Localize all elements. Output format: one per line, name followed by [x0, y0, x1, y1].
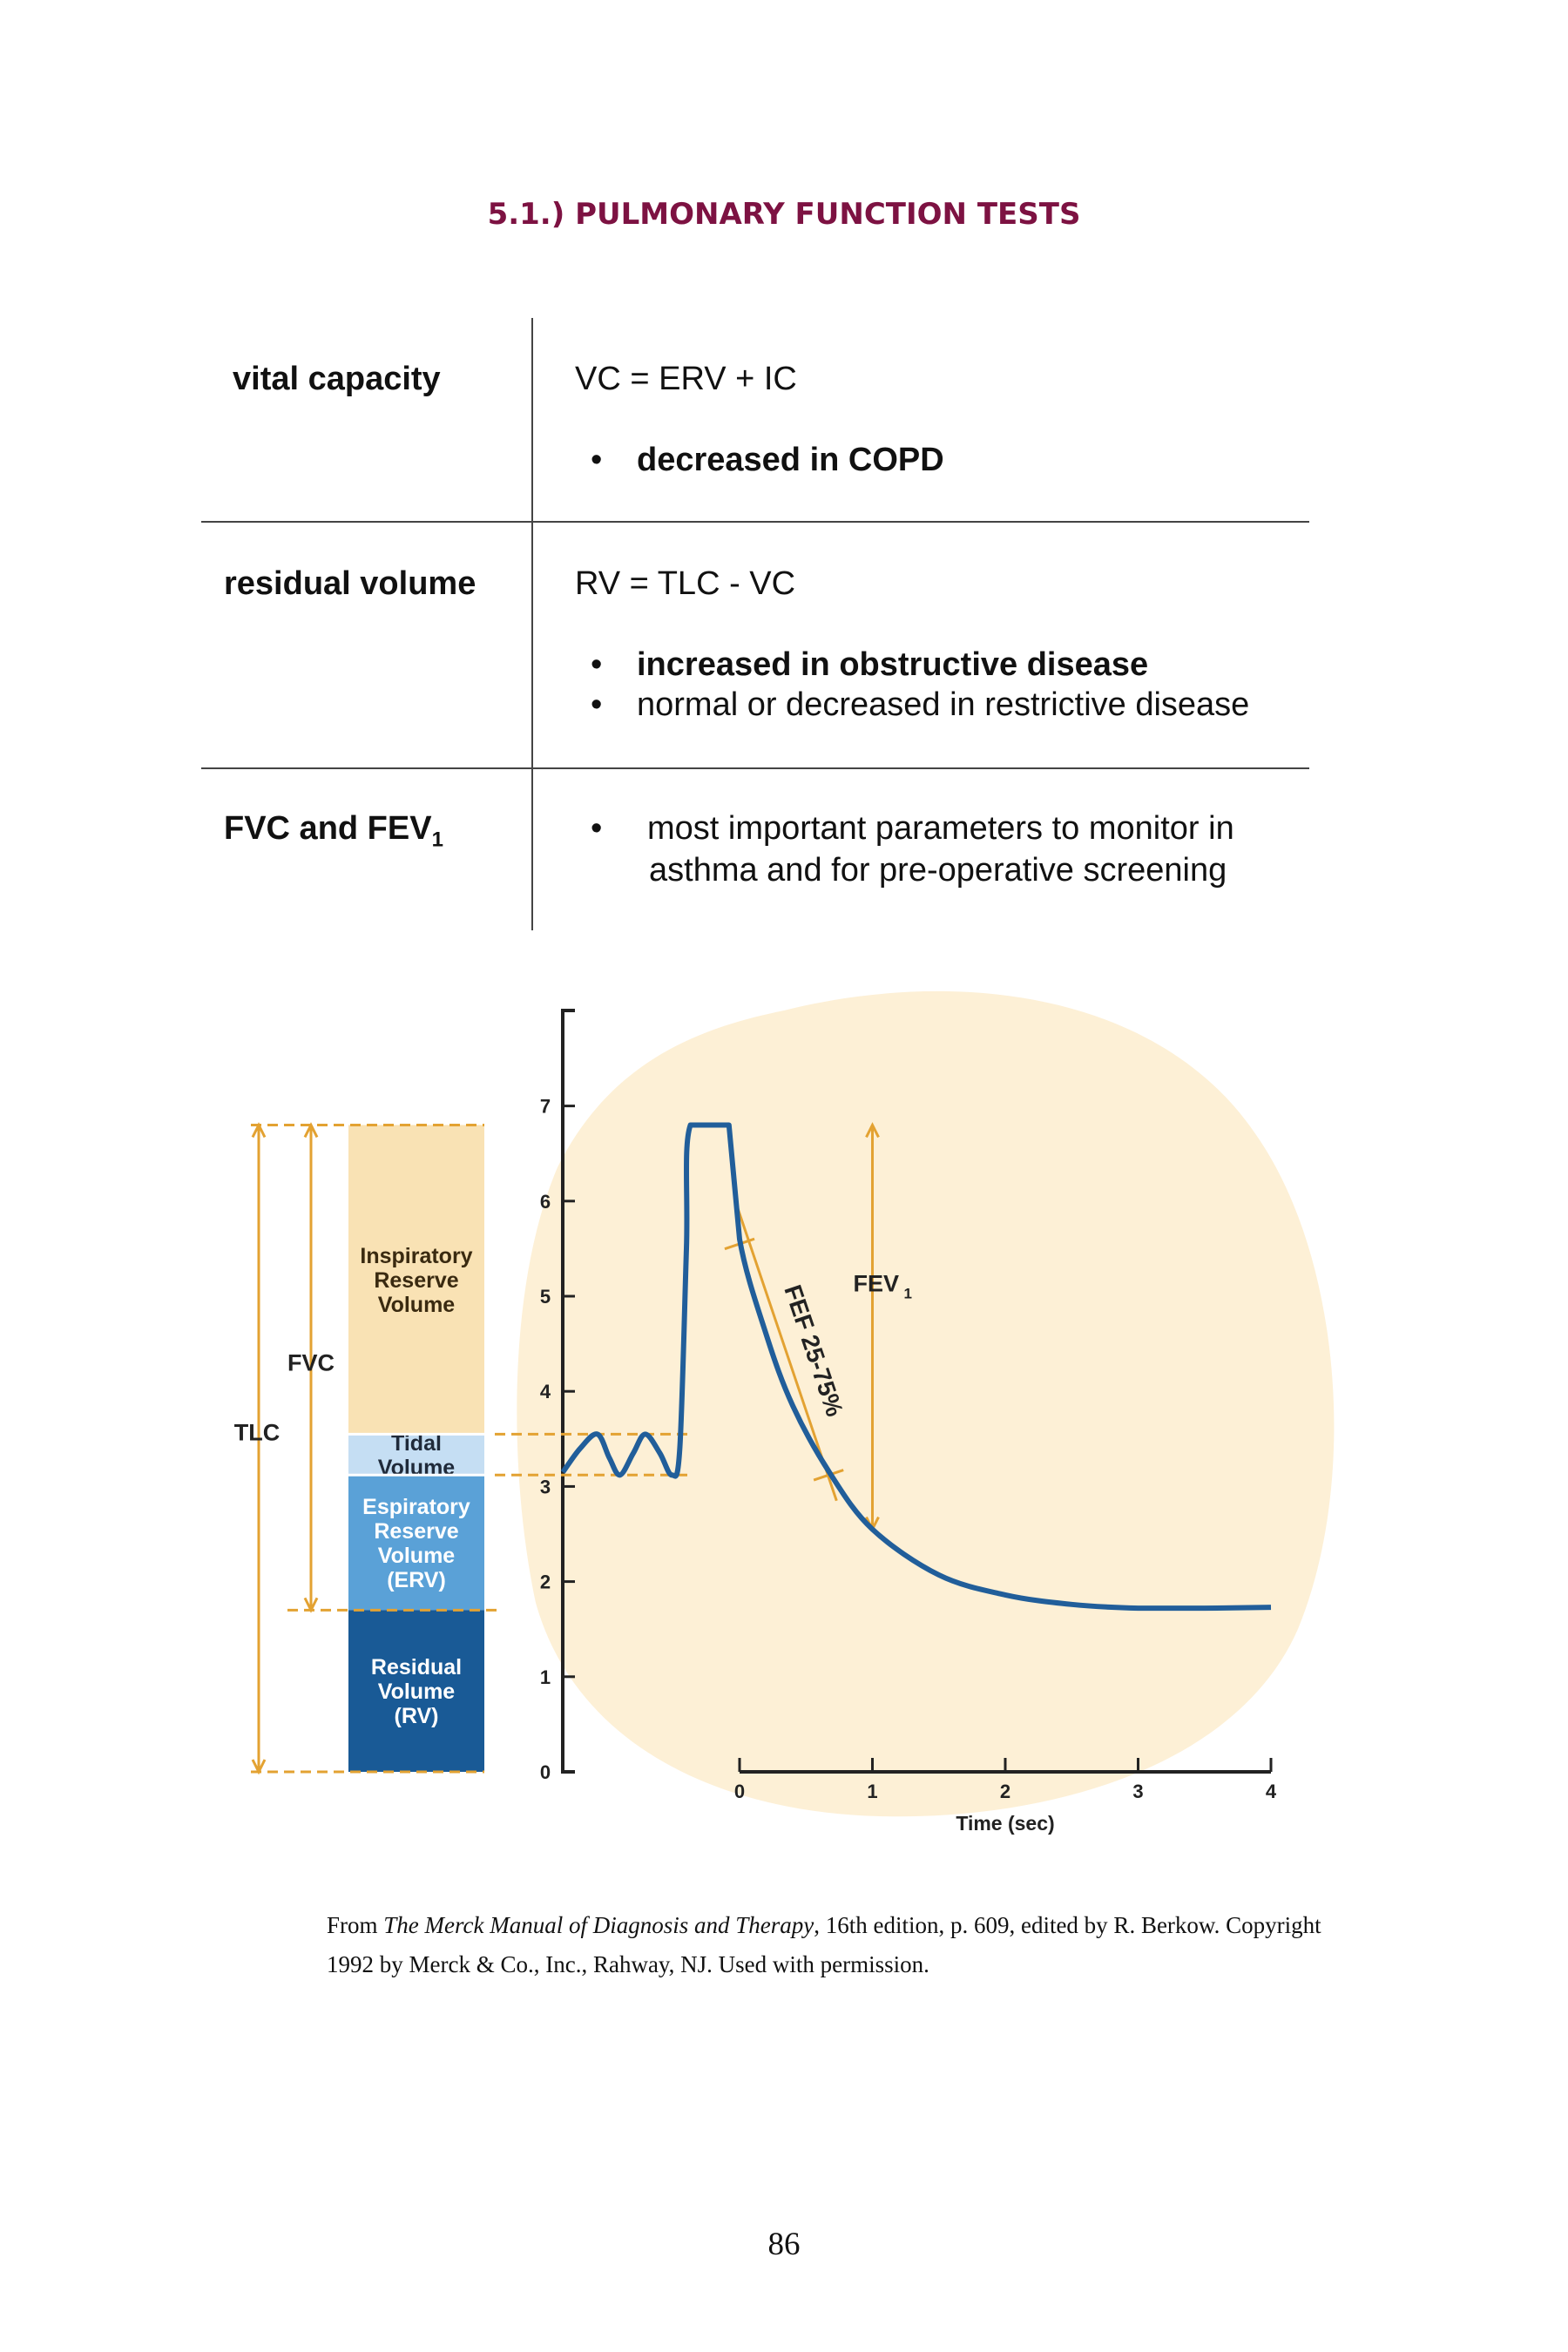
lung-volume-label: (ERV) — [387, 1568, 446, 1592]
page-number: 86 — [767, 2227, 801, 2262]
fvc-label: FVC — [287, 1349, 335, 1375]
fef-line — [735, 1205, 838, 1502]
fvc-arrow-head-icon — [303, 1122, 319, 1139]
x-tick-label: 1 — [867, 1781, 877, 1802]
lung-volume-label: Inspiratory — [360, 1244, 472, 1268]
lung-volume-label: Volume — [378, 1293, 456, 1317]
lung-volume-label: Volume — [378, 1680, 456, 1704]
fev1-label: FEV — [854, 1271, 900, 1297]
x-axis-label: Time (sec) — [956, 1812, 1054, 1835]
y-tick-label: 5 — [540, 1286, 551, 1308]
lung-volume-segment — [348, 1475, 484, 1611]
formula-rv: RV = TLC - VC — [575, 565, 796, 602]
section-title: 5.1.) PULMONARY FUNCTION TESTS — [487, 197, 1081, 232]
fev1-subscript: 1 — [904, 1286, 912, 1302]
y-tick-label: 3 — [540, 1476, 551, 1497]
lung-volume-segment — [348, 1610, 484, 1772]
fev1-arrow-head-icon — [865, 1122, 880, 1139]
tlc-arrow-head-icon — [251, 1122, 267, 1139]
y-tick-label: 4 — [540, 1381, 551, 1402]
x-tick-label: 3 — [1132, 1781, 1143, 1802]
lung-volume-label: Volume — [378, 1544, 456, 1568]
figure-caption: From The Merck Manual of Diagnosis and T… — [327, 1912, 1321, 1977]
x-tick-label: 2 — [1000, 1781, 1010, 1802]
y-tick-label: 6 — [540, 1191, 551, 1213]
lung-volume-label: (RV) — [395, 1704, 439, 1728]
lung-volume-label: Reserve — [374, 1268, 458, 1293]
x-tick-label: 4 — [1266, 1781, 1277, 1802]
x-tick-label: 0 — [734, 1781, 745, 1802]
row-label-residual-volume: residual volume — [224, 565, 476, 602]
volume-time-curve — [560, 1122, 1272, 1612]
lung-volume-segment — [348, 1434, 484, 1476]
lung-volume-segment — [348, 1125, 484, 1435]
y-tick-label: 1 — [540, 1666, 551, 1688]
table-column-divider — [531, 318, 533, 930]
y-tick-label: 7 — [540, 1096, 551, 1118]
tlc-label: TLC — [234, 1419, 280, 1445]
table-row-divider — [201, 767, 1309, 769]
lung-volume-label: Espiratory — [362, 1495, 470, 1519]
row-label-fvc-fev1: FVC and FEV1 — [224, 810, 443, 852]
row-label-vital-capacity: vital capacity — [233, 361, 441, 397]
chart-background-blob — [517, 990, 1335, 1817]
lung-volume-label: Reserve — [374, 1519, 458, 1544]
tlc-arrow-head-icon — [251, 1759, 267, 1775]
y-tick-label: 0 — [540, 1761, 551, 1783]
table-row-divider — [201, 521, 1309, 523]
formula-vc: VC = ERV + IC — [575, 361, 797, 397]
lung-volume-label: Residual — [371, 1655, 462, 1680]
y-tick-label: 2 — [540, 1571, 551, 1593]
fvc-arrow-head-icon — [303, 1597, 319, 1613]
